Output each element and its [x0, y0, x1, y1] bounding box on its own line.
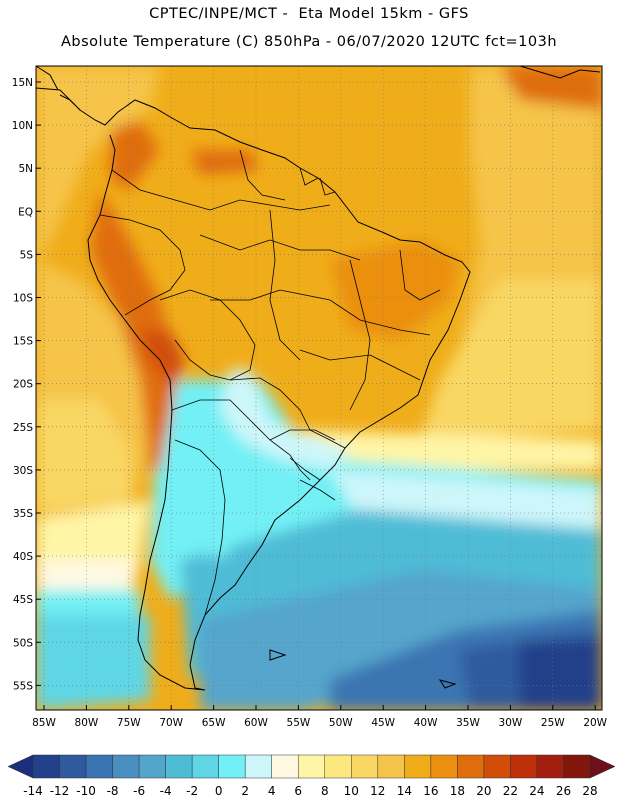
colorbar-label: 14: [397, 784, 412, 798]
lat-label: 10N: [12, 120, 33, 132]
lat-label: 40S: [13, 551, 33, 563]
colorbar-label: 28: [582, 784, 597, 798]
colorbar-swatch: [191, 754, 219, 779]
colorbar-label: 6: [294, 784, 302, 798]
lon-label: 85W: [32, 717, 56, 729]
lat-label: 50S: [13, 637, 33, 649]
colorbar-label: 26: [556, 784, 571, 798]
colorbar-label: 10: [344, 784, 359, 798]
coastline-outlines: [35, 65, 601, 691]
lat-label: 45S: [13, 594, 33, 606]
colorbar-swatch: [510, 754, 538, 779]
lat-label: 25S: [13, 422, 33, 434]
chart-title-line2: Absolute Temperature (C) 850hPa - 06/07/…: [60, 34, 558, 50]
lon-label: 45W: [371, 717, 395, 729]
colorbar-label: 4: [268, 784, 276, 798]
colorbar-label: 24: [529, 784, 544, 798]
lat-label: 10S: [13, 293, 33, 305]
lat-label: 55S: [13, 680, 33, 692]
latitude-labels: 15N 10N 5N EQ 5S 10S 15S 20S 25S 30S 35S 40S 45S 50S 5…: [12, 77, 41, 692]
lat-label: EQ: [18, 206, 33, 218]
lon-label: 75W: [117, 717, 141, 729]
lat-lon-grid: [36, 66, 602, 710]
colorbar-swatch: [404, 754, 432, 779]
lon-label: 40W: [414, 717, 438, 729]
colorbar-label: 2: [241, 784, 249, 798]
lat-label: 5N: [18, 163, 33, 175]
colorbar-swatch: [297, 754, 326, 779]
colorbar-swatch: [165, 754, 193, 779]
colorbar-label: -14: [23, 784, 43, 798]
lon-label: 65W: [202, 717, 226, 729]
colorbar-swatch: [85, 754, 113, 779]
colorbar-label: 8: [321, 784, 329, 798]
lon-label: 55W: [287, 717, 311, 729]
colorbar-swatch: [483, 754, 511, 779]
temperature-field: [36, 66, 602, 710]
colorbar-swatch: [324, 754, 352, 779]
colorbar-swatch: [59, 754, 87, 779]
lon-label: 50W: [329, 717, 353, 729]
colorbar-swatch: [112, 754, 140, 779]
colorbar-label: 20: [476, 784, 491, 798]
colorbar-label: 12: [370, 784, 385, 798]
lon-label: 80W: [75, 717, 99, 729]
lon-label: 20W: [583, 717, 607, 729]
colorbar-label: -4: [160, 784, 172, 798]
colorbar-label: 22: [503, 784, 518, 798]
colorbar-swatch: [563, 754, 591, 779]
colorbar-swatch: [536, 754, 564, 779]
country-borders: [99, 149, 441, 616]
map-frame: [35, 65, 603, 711]
colorbar-label: -8: [107, 784, 119, 798]
lon-label: 25W: [541, 717, 565, 729]
colorbar-swatch: [457, 754, 485, 779]
lat-label: 30S: [13, 465, 33, 477]
colorbar-swatch: [218, 754, 246, 779]
lon-label: 60W: [244, 717, 268, 729]
lat-label: 20S: [13, 379, 33, 391]
colorbar-swatch: [32, 754, 60, 779]
colorbar-label: 16: [423, 784, 438, 798]
lon-label: 30W: [499, 717, 523, 729]
colorbar-swatch: [138, 754, 166, 779]
lat-label: 15N: [12, 77, 33, 89]
colorbar-swatch: [271, 754, 299, 779]
lat-label: 15S: [13, 336, 33, 348]
colorbar-swatch: [377, 754, 405, 779]
lon-label: 35W: [456, 717, 480, 729]
colorbar-label: -2: [186, 784, 198, 798]
colorbar-swatch: [430, 754, 458, 779]
colorbar-label: 0: [215, 784, 223, 798]
colorbar-label: -6: [133, 784, 145, 798]
colorbar-labels: -14 -12 -10 -8 -6 -4 -2 0 2 4 6 8 10 12 14 16 18 20 22 24 26…: [23, 784, 597, 798]
chart-title-line1: CPTEC/INPE/MCT - Eta Model 15km - GFS: [149, 6, 469, 22]
lat-label: 35S: [13, 508, 33, 520]
colorbar-low-arrow: [7, 754, 34, 779]
colorbar-high-arrow: [589, 754, 616, 779]
lon-label: 70W: [159, 717, 183, 729]
lat-label: 5S: [20, 249, 34, 261]
colorbar-label: 18: [450, 784, 465, 798]
colorbar: [7, 754, 616, 779]
colorbar-swatch: [351, 754, 379, 779]
longitude-labels: 85W 80W 75W 70W 65W 60W 55W 50W 45W 40W 35W 30W 25W 2…: [32, 705, 608, 729]
colorbar-label: -12: [50, 784, 70, 798]
colorbar-label: -10: [76, 784, 96, 798]
colorbar-swatch: [244, 754, 272, 779]
